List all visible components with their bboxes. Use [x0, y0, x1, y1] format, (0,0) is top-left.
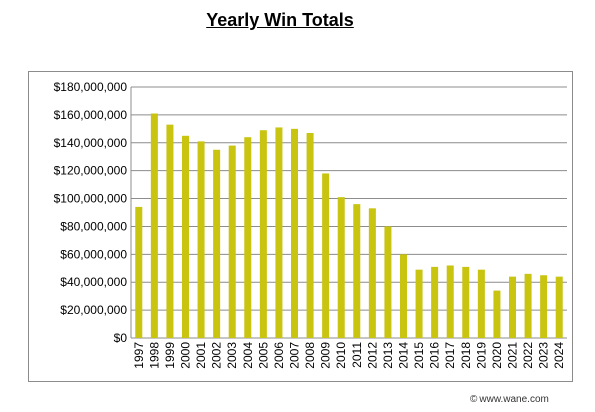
- x-tick-label: 2002: [210, 342, 224, 369]
- x-tick-label: 2017: [443, 342, 457, 369]
- bar: [244, 137, 252, 338]
- bar: [524, 273, 532, 338]
- bar: [477, 269, 485, 338]
- bar: [493, 290, 501, 338]
- x-tick-label: 1997: [132, 342, 146, 369]
- bar: [508, 276, 517, 338]
- bar: [446, 265, 454, 338]
- x-tick-label: 2021: [506, 342, 520, 369]
- x-tick-label: 2023: [537, 342, 551, 369]
- x-tick-label: 2011: [350, 342, 364, 368]
- x-tick-label: 2013: [381, 342, 395, 369]
- bar: [150, 113, 158, 338]
- bar: [399, 254, 408, 338]
- y-tick-label: $60,000,000: [60, 247, 127, 261]
- x-tick-label: 2020: [490, 342, 504, 369]
- bar: [353, 204, 361, 338]
- x-tick-label: 2010: [334, 342, 348, 369]
- x-tick-label: 2005: [256, 342, 270, 369]
- bar: [462, 266, 470, 338]
- bar: [166, 124, 174, 339]
- y-tick-label: $80,000,000: [60, 219, 127, 233]
- x-tick-label: 2014: [397, 342, 411, 369]
- bar: [322, 173, 330, 338]
- y-tick-label: $0: [114, 331, 128, 345]
- y-tick-label: $140,000,000: [54, 136, 128, 150]
- bar: [228, 145, 236, 338]
- bar: [368, 208, 376, 338]
- x-tick-label: 2012: [365, 342, 379, 369]
- bar: [290, 128, 299, 338]
- bar: [197, 141, 205, 338]
- y-tick-label: $100,000,000: [54, 192, 128, 206]
- y-tick-label: $40,000,000: [60, 275, 127, 289]
- bar: [306, 133, 314, 338]
- bar: [135, 206, 143, 338]
- x-tick-label: 2003: [225, 342, 239, 369]
- x-tick-label: 2009: [319, 342, 333, 369]
- x-tick-label: 2024: [552, 342, 566, 369]
- chart-frame: $0 $20,000,000 $40,000,000 $60,000,000 $80,0…: [28, 71, 573, 382]
- x-tick-label: 2004: [241, 342, 255, 369]
- y-tick-label: $160,000,000: [54, 108, 128, 122]
- x-tick-label: 2016: [428, 342, 442, 369]
- y-tick-label: $120,000,000: [54, 164, 128, 178]
- bar: [213, 149, 221, 338]
- bar: [540, 275, 548, 338]
- x-tick-label: 2006: [272, 342, 286, 369]
- bar: [384, 226, 392, 338]
- x-tick-label: 1999: [163, 342, 177, 369]
- x-tick-label: 1998: [147, 342, 161, 369]
- x-tick-label: 2007: [288, 342, 302, 369]
- bar: [259, 130, 267, 338]
- x-tick-label: 2001: [194, 342, 208, 369]
- bar: [337, 197, 345, 338]
- x-tick-label: 2008: [303, 342, 317, 369]
- bar: [415, 269, 423, 338]
- bar: [275, 127, 283, 338]
- x-tick-label: 2018: [459, 342, 473, 369]
- x-tick-label: 2000: [179, 342, 193, 369]
- x-tick-label: 2019: [474, 342, 488, 369]
- bar-chart: $0 $20,000,000 $40,000,000 $60,000,000 $80,0…: [54, 80, 567, 369]
- credit-text: www.wane.com: [479, 394, 549, 405]
- image-credit: © www.wane.com: [470, 394, 549, 405]
- x-tick-label: 2015: [412, 342, 426, 369]
- bar: [181, 135, 190, 338]
- y-tick-label: $20,000,000: [60, 303, 127, 317]
- bar: [555, 276, 563, 338]
- bar: [431, 266, 439, 338]
- copyright-icon: ©: [470, 394, 478, 405]
- y-tick-label: $180,000,000: [54, 80, 128, 94]
- chart-title: Yearly Win Totals: [206, 10, 354, 30]
- x-tick-label: 2022: [521, 342, 535, 369]
